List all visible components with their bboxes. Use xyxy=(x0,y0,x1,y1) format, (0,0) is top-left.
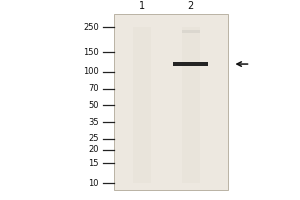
Bar xyxy=(182,30,200,33)
Text: 50: 50 xyxy=(88,101,99,110)
Bar xyxy=(182,27,200,183)
Bar xyxy=(173,62,208,66)
Text: 150: 150 xyxy=(83,48,99,57)
Text: 15: 15 xyxy=(88,159,99,168)
Text: 70: 70 xyxy=(88,84,99,93)
Text: 2: 2 xyxy=(188,1,194,11)
Bar xyxy=(134,27,152,183)
Text: 100: 100 xyxy=(83,67,99,76)
Text: 20: 20 xyxy=(88,145,99,154)
Text: 35: 35 xyxy=(88,118,99,127)
Text: 250: 250 xyxy=(83,23,99,32)
Text: 1: 1 xyxy=(140,1,146,11)
Text: 10: 10 xyxy=(88,179,99,188)
Bar xyxy=(114,14,228,190)
Text: 25: 25 xyxy=(88,134,99,143)
